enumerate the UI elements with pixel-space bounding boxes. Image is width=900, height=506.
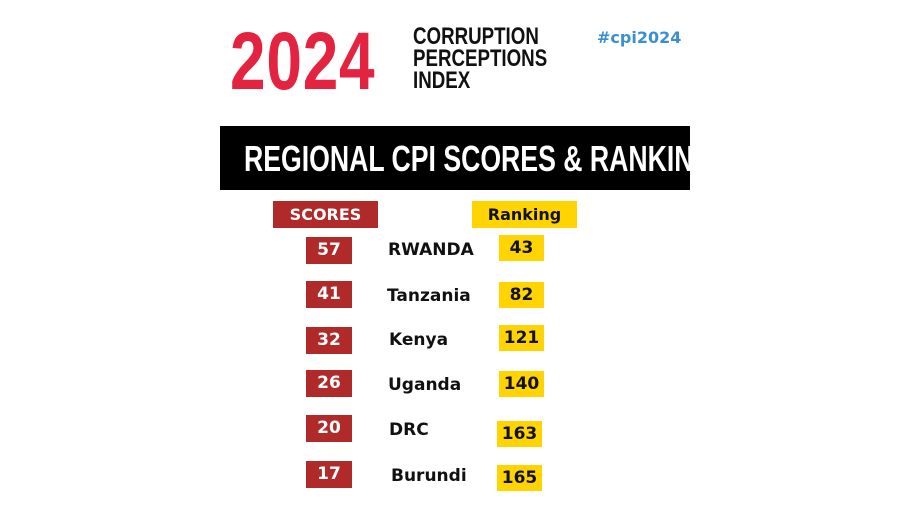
- score-badge: 20: [306, 415, 352, 442]
- rank-badge: 121: [499, 325, 544, 351]
- country-name: DRC: [389, 420, 429, 440]
- country-name: RWANDA: [388, 240, 474, 260]
- index-title-line: INDEX: [413, 67, 471, 94]
- country-name: Burundi: [391, 466, 467, 486]
- score-badge: 17: [306, 461, 352, 488]
- index-title: CORRUPTION PERCEPTIONS INDEX: [413, 23, 548, 94]
- banner-title: REGIONAL CPI SCORES & RANKING: [244, 138, 715, 179]
- country-name: Tanzania: [387, 286, 471, 306]
- ranking-header: Ranking: [472, 201, 577, 228]
- rank-badge: 163: [497, 421, 542, 447]
- title-banner: REGIONAL CPI SCORES & RANKING: [220, 126, 714, 190]
- country-name: Kenya: [389, 330, 449, 350]
- country-name: Uganda: [388, 375, 462, 395]
- rank-badge: 140: [499, 371, 544, 397]
- hashtag: #cpi2024: [597, 28, 682, 47]
- rank-badge: 82: [499, 282, 544, 308]
- rank-badge: 165: [497, 465, 542, 491]
- score-badge: 57: [306, 237, 352, 264]
- index-title-line: CORRUPTION: [413, 23, 539, 50]
- score-badge: 26: [306, 370, 352, 397]
- scores-header: SCORES: [273, 201, 378, 228]
- score-badge: 32: [306, 327, 352, 354]
- index-title-line: PERCEPTIONS: [413, 45, 548, 72]
- score-badge: 41: [306, 281, 352, 308]
- rank-badge: 43: [499, 235, 544, 261]
- year-logo: 2024: [230, 16, 376, 107]
